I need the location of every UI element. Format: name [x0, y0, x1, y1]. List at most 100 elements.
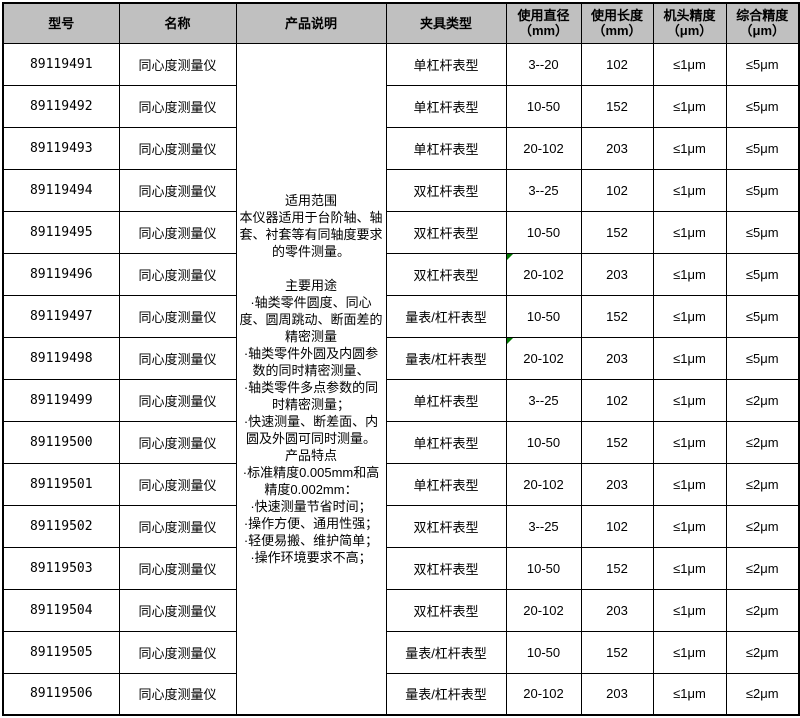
description-line: 适用范围 [284, 192, 337, 208]
column-header-name: 名称 [118, 2, 237, 44]
table-row: 89119491 同心度测量仪 适用范围 本仪器适用于台阶轴、轴套、衬套等有同轴度要求… [2, 42, 800, 716]
name-cell: 同心度测量仪 [118, 42, 237, 86]
diameter-cell: 10-50 [505, 84, 582, 128]
head-precision-cell: ≤1μm [652, 462, 727, 506]
overall-precision-cell: ≤5μm [725, 84, 800, 128]
diameter-cell: 10-50 [505, 420, 582, 464]
model-cell: 89119499 [2, 378, 120, 422]
overall-precision-cell: ≤2μm [725, 672, 800, 716]
table-row: 89119502 同心度测量仪 双杠杆表型 3--25 102 ≤1μm ≤2μm [2, 504, 800, 548]
name-cell: 同心度测量仪 [118, 210, 237, 254]
column-header-model: 型号 [2, 2, 120, 44]
header-label: 名称 [164, 15, 191, 31]
header-unit: （mm） [592, 23, 642, 39]
model-cell: 89119497 [2, 294, 120, 338]
description-line [240, 260, 383, 277]
name-cell: 同心度测量仪 [118, 546, 237, 590]
head-precision-cell: ≤1μm [652, 378, 727, 422]
description-line: 主要用途 [284, 277, 337, 293]
name-cell: 同心度测量仪 [118, 126, 237, 170]
description-line: ·轴类零件圆度、同心度、圆周跳动、断面差的精密测量 [239, 294, 383, 344]
overall-precision-cell: ≤2μm [725, 378, 800, 422]
model-cell: 89119491 [2, 42, 120, 86]
table-row: 89119495 同心度测量仪 双杠杆表型 10-50 152 ≤1μm ≤5μm [2, 210, 800, 254]
header-unit: （μm） [739, 23, 785, 39]
head-precision-cell: ≤1μm [652, 336, 727, 380]
column-header-fixture-type: 夹具类型 [385, 2, 507, 44]
column-header-length: 使用长度 （mm） [580, 2, 654, 44]
overall-precision-cell: ≤2μm [725, 588, 800, 632]
length-cell: 102 [580, 504, 654, 548]
head-precision-cell: ≤1μm [652, 420, 727, 464]
model-cell: 89119494 [2, 168, 120, 212]
head-precision-cell: ≤1μm [652, 210, 727, 254]
head-precision-cell: ≤1μm [652, 588, 727, 632]
description-line: ·操作方便、通用性强； [243, 515, 379, 531]
fixture-type-cell: 双杠杆表型 [385, 504, 507, 548]
overall-precision-cell: ≤2μm [725, 462, 800, 506]
model-cell: 89119506 [2, 672, 120, 716]
diameter-cell: 20-102 [505, 672, 582, 716]
overall-precision-cell: ≤5μm [725, 252, 800, 296]
fixture-type-cell: 双杠杆表型 [385, 168, 507, 212]
name-cell: 同心度测量仪 [118, 672, 237, 716]
overall-precision-cell: ≤2μm [725, 630, 800, 674]
header-label: 夹具类型 [419, 15, 472, 31]
length-cell: 102 [580, 42, 654, 86]
fixture-type-cell: 单杠杆表型 [385, 462, 507, 506]
description-line: ·轴类零件多点参数的同时精密测量； [243, 379, 379, 412]
diameter-cell: 10-50 [505, 210, 582, 254]
fixture-type-cell: 单杠杆表型 [385, 378, 507, 422]
header-label: 型号 [48, 15, 75, 31]
head-precision-cell: ≤1μm [652, 672, 727, 716]
fixture-type-cell: 单杠杆表型 [385, 126, 507, 170]
head-precision-cell: ≤1μm [652, 504, 727, 548]
table-row: 89119492 同心度测量仪 单杠杆表型 10-50 152 ≤1μm ≤5μm [2, 84, 800, 128]
head-precision-cell: ≤1μm [652, 294, 727, 338]
fixture-type-cell: 双杠杆表型 [385, 210, 507, 254]
diameter-cell: 20-102 [505, 126, 582, 170]
header-unit: （mm） [518, 23, 569, 39]
head-precision-cell: ≤1μm [652, 84, 727, 128]
description-line: ·快速测量节省时间； [250, 498, 372, 514]
length-cell: 152 [580, 84, 654, 128]
length-cell: 203 [580, 462, 654, 506]
fixture-type-cell: 量表/杠杆表型 [385, 294, 507, 338]
cell-corner-marker-icon [507, 338, 513, 344]
header-label: 使用长度 [590, 8, 643, 24]
fixture-type-cell: 双杠杆表型 [385, 546, 507, 590]
header-label: 产品说明 [284, 15, 337, 31]
header-label: 综合精度 [736, 8, 789, 24]
header-label: 使用直径 [517, 8, 570, 24]
model-cell: 89119505 [2, 630, 120, 674]
cell-corner-marker-icon [507, 254, 513, 260]
model-cell: 89119495 [2, 210, 120, 254]
head-precision-cell: ≤1μm [652, 42, 727, 86]
diameter-cell: 3--25 [505, 168, 582, 212]
overall-precision-cell: ≤5μm [725, 168, 800, 212]
model-cell: 89119500 [2, 420, 120, 464]
fixture-type-cell: 量表/杠杆表型 [385, 672, 507, 716]
diameter-cell: 20-102 [505, 336, 582, 380]
fixture-type-cell: 单杠杆表型 [385, 420, 507, 464]
table-row: 89119493 同心度测量仪 单杠杆表型 20-102 203 ≤1μm ≤5μm [2, 126, 800, 170]
overall-precision-cell: ≤2μm [725, 420, 800, 464]
head-precision-cell: ≤1μm [652, 126, 727, 170]
length-cell: 152 [580, 546, 654, 590]
fixture-type-cell: 单杠杆表型 [385, 42, 507, 86]
table-row: 89119500 同心度测量仪 单杠杆表型 10-50 152 ≤1μm ≤2μm [2, 420, 800, 464]
name-cell: 同心度测量仪 [118, 588, 237, 632]
name-cell: 同心度测量仪 [118, 378, 237, 422]
length-cell: 203 [580, 126, 654, 170]
diameter-cell: 3--25 [505, 378, 582, 422]
overall-precision-cell: ≤5μm [725, 42, 800, 86]
column-header-diameter: 使用直径 （mm） [505, 2, 582, 44]
diameter-cell: 20-102 [505, 588, 582, 632]
table-row: 89119503 同心度测量仪 双杠杆表型 10-50 152 ≤1μm ≤2μm [2, 546, 800, 590]
diameter-cell: 20-102 [505, 252, 582, 296]
description-line: ·快速测量、断差面、内圆及外圆可同时测量。 [243, 413, 379, 446]
column-header-head-precision: 机头精度 （μm） [652, 2, 727, 44]
overall-precision-cell: ≤5μm [725, 210, 800, 254]
